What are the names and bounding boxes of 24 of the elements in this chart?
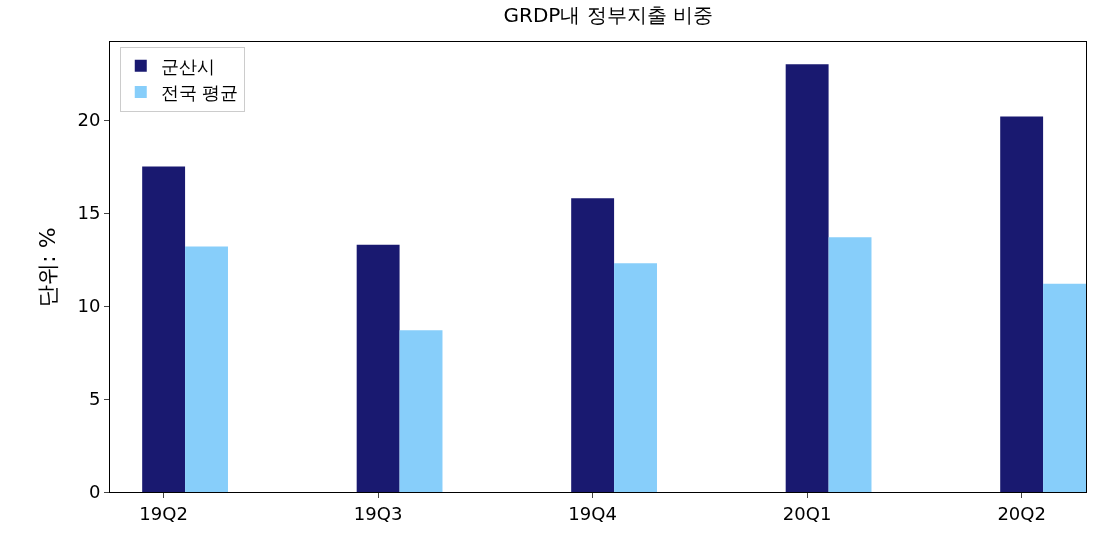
x-tick-label: 19Q3 bbox=[353, 502, 403, 524]
y-axis-title: 단위: % bbox=[35, 227, 61, 307]
y-tick-label: 5 bbox=[88, 388, 101, 410]
y-tick-label: 20 bbox=[77, 109, 101, 131]
chart-title: GRDP내 정부지출 비중 bbox=[503, 3, 714, 28]
y-tick-label: 0 bbox=[88, 481, 101, 503]
bar bbox=[1043, 283, 1086, 492]
bar bbox=[399, 330, 443, 492]
legend-label: 전국 평균 bbox=[160, 82, 239, 104]
x-tick-label: 20Q2 bbox=[997, 502, 1046, 524]
bar bbox=[356, 244, 400, 492]
bar bbox=[614, 263, 657, 492]
bar bbox=[828, 237, 872, 492]
bar bbox=[185, 246, 228, 492]
x-tick-label: 19Q4 bbox=[568, 502, 617, 524]
y-tick-label: 10 bbox=[77, 295, 101, 317]
x-tick-label: 19Q2 bbox=[139, 502, 188, 524]
legend-label: 군산시 bbox=[160, 55, 215, 77]
x-tick-label: 20Q1 bbox=[782, 502, 832, 524]
bar bbox=[142, 166, 186, 492]
bar bbox=[1000, 116, 1044, 492]
y-tick-label: 15 bbox=[77, 202, 101, 224]
bar bbox=[571, 198, 615, 492]
bar bbox=[785, 64, 829, 492]
